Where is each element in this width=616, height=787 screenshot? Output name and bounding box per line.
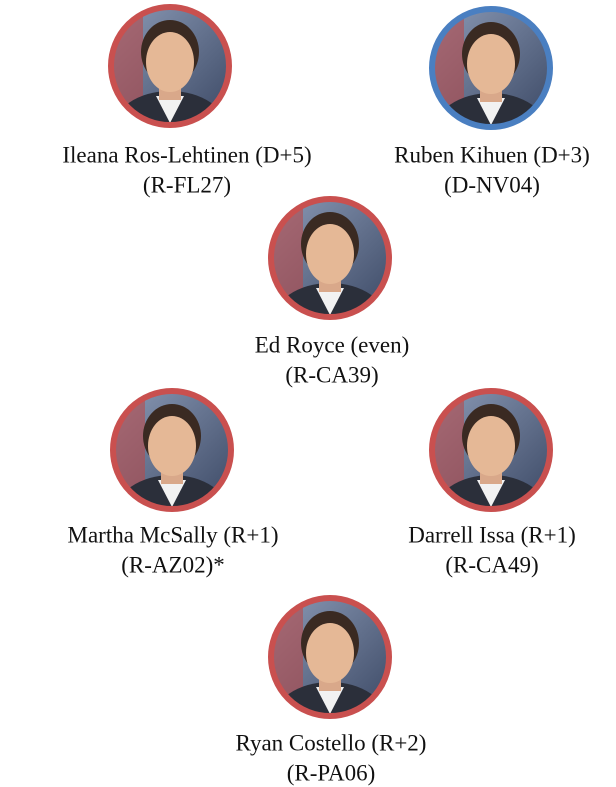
person-card: Darrell Issa (R+1) (R-CA49) bbox=[408, 391, 576, 577]
people-grid: Ileana Ros-Lehtinen (D+5) (R-FL27) Ruben K… bbox=[0, 0, 616, 787]
person-name: Ed Royce (even) bbox=[255, 332, 410, 357]
face bbox=[148, 416, 196, 476]
person-card: Martha McSally (R+1) (R-AZ02)* bbox=[68, 391, 279, 577]
face bbox=[467, 34, 515, 94]
person-district: (R-CA39) bbox=[285, 362, 378, 387]
person-name: Darrell Issa (R+1) bbox=[408, 522, 576, 547]
person-name: Ileana Ros-Lehtinen (D+5) bbox=[62, 142, 311, 167]
person-name: Martha McSally (R+1) bbox=[68, 522, 279, 547]
person-district: (R-FL27) bbox=[143, 172, 231, 197]
person-district: (R-CA49) bbox=[445, 552, 538, 577]
person-district: (D-NV04) bbox=[444, 172, 540, 197]
person-name: Ruben Kihuen (D+3) bbox=[394, 142, 590, 167]
face bbox=[467, 416, 515, 476]
face bbox=[306, 623, 354, 683]
person-district: (R-PA06) bbox=[287, 760, 376, 785]
face bbox=[146, 32, 194, 92]
person-card: Ruben Kihuen (D+3) (D-NV04) bbox=[394, 9, 590, 197]
face bbox=[306, 224, 354, 284]
person-card: Ed Royce (even) (R-CA39) bbox=[255, 199, 410, 387]
person-district: (R-AZ02)* bbox=[121, 552, 224, 577]
person-card: Ileana Ros-Lehtinen (D+5) (R-FL27) bbox=[62, 7, 311, 197]
person-card: Ryan Costello (R+2) (R-PA06) bbox=[236, 598, 427, 785]
person-name: Ryan Costello (R+2) bbox=[236, 730, 427, 755]
